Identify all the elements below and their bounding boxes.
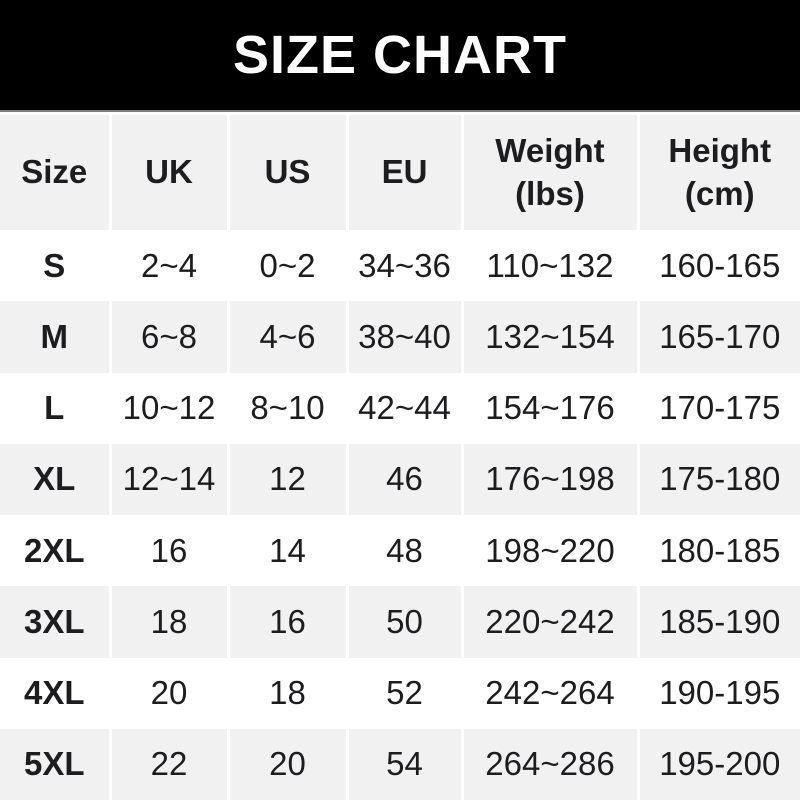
column-header-sub: (lbs) (515, 174, 585, 212)
column-header-label: UK (145, 153, 193, 191)
table-cell: 175-180 (636, 443, 800, 515)
table-cell: 165-170 (636, 301, 800, 373)
table-cell: 132~154 (460, 301, 638, 373)
table-row-2xl: 2XL 16 14 48 198~220 180-185 (0, 515, 800, 587)
table-cell: 14 (226, 515, 347, 587)
table-cell: 185-190 (636, 586, 800, 658)
header-row: Size UK US EU Weight (lbs) Height (cm) (0, 115, 800, 230)
column-header-us: US (226, 115, 347, 230)
table-cell: 4~6 (226, 301, 347, 373)
table-cell: 220~242 (460, 586, 638, 658)
table-row-l: L 10~12 8~10 42~44 154~176 170-175 (0, 372, 800, 444)
table-cell: 34~36 (345, 230, 462, 302)
table-cell: 18 (226, 657, 347, 729)
size-cell: 2XL (23, 531, 85, 569)
size-cell: M (40, 317, 69, 355)
table-cell: 110~132 (460, 230, 638, 302)
table-cell: 0~2 (226, 230, 347, 302)
size-cell: L (44, 389, 65, 427)
table-cell: 54 (345, 728, 462, 800)
table-cell: 50 (345, 586, 462, 658)
table-cell: 6~8 (108, 301, 228, 373)
table-cell: 264~286 (460, 728, 638, 800)
column-header-height: Height (cm) (636, 115, 800, 230)
column-header-sub: (cm) (684, 174, 755, 212)
page-title: SIZE CHART (233, 25, 567, 85)
column-header-weight: Weight (lbs) (460, 115, 638, 230)
column-header-size: Size (0, 115, 110, 230)
table-cell: 242~264 (460, 657, 638, 729)
table-cell: 10~12 (108, 372, 228, 444)
table-cell: 198~220 (460, 515, 638, 587)
table-cell: 190-195 (636, 657, 800, 729)
column-header-label: Size (21, 153, 88, 191)
table-cell: 180-185 (636, 515, 800, 587)
table-cell: 12 (226, 443, 347, 515)
table-cell: 154~176 (460, 372, 638, 444)
table-row-s: S 2~4 0~2 34~36 110~132 160-165 (0, 230, 800, 302)
table-cell: 170-175 (636, 372, 800, 444)
table-row-3xl: 3XL 18 16 50 220~242 185-190 (0, 586, 800, 658)
column-header-label: US (264, 153, 311, 191)
size-cell: 4XL (23, 674, 85, 712)
column-header-eu: EU (345, 115, 462, 230)
table-cell: 2~4 (108, 230, 228, 302)
table-cell: 195-200 (636, 728, 800, 800)
size-chart-table: Size UK US EU Weight (lbs) Height (cm) S 2… (0, 115, 800, 800)
table-cell: 42~44 (345, 372, 462, 444)
table-cell: 16 (108, 515, 228, 587)
table-cell: 46 (345, 443, 462, 515)
table-cell: 16 (226, 586, 347, 658)
size-cell: 3XL (23, 602, 85, 640)
table-cell: 20 (108, 657, 228, 729)
column-header-label: Weight (495, 131, 605, 169)
column-header-uk: UK (108, 115, 228, 230)
table-cell: 48 (345, 515, 462, 587)
table-cell: 52 (345, 657, 462, 729)
table-cell: 38~40 (345, 301, 462, 373)
table-cell: 18 (108, 586, 228, 658)
size-chart-banner: SIZE CHART (0, 0, 800, 112)
size-cell: XL (33, 460, 76, 498)
table-row-4xl: 4XL 20 18 52 242~264 190-195 (0, 657, 800, 729)
table-cell: 8~10 (226, 372, 347, 444)
column-header-label: Height (668, 131, 772, 169)
size-cell: S (43, 246, 66, 284)
table-row-m: M 6~8 4~6 38~40 132~154 165-170 (0, 301, 800, 373)
table-cell: 20 (226, 728, 347, 800)
column-header-label: EU (381, 153, 428, 191)
size-cell: 5XL (23, 745, 85, 783)
table-row-xl: XL 12~14 12 46 176~198 175-180 (0, 443, 800, 515)
table-cell: 160-165 (636, 230, 800, 302)
table-cell: 12~14 (108, 443, 228, 515)
table-row-5xl: 5XL 22 20 54 264~286 195-200 (0, 728, 800, 800)
table-cell: 176~198 (460, 443, 638, 515)
table-cell: 22 (108, 728, 228, 800)
